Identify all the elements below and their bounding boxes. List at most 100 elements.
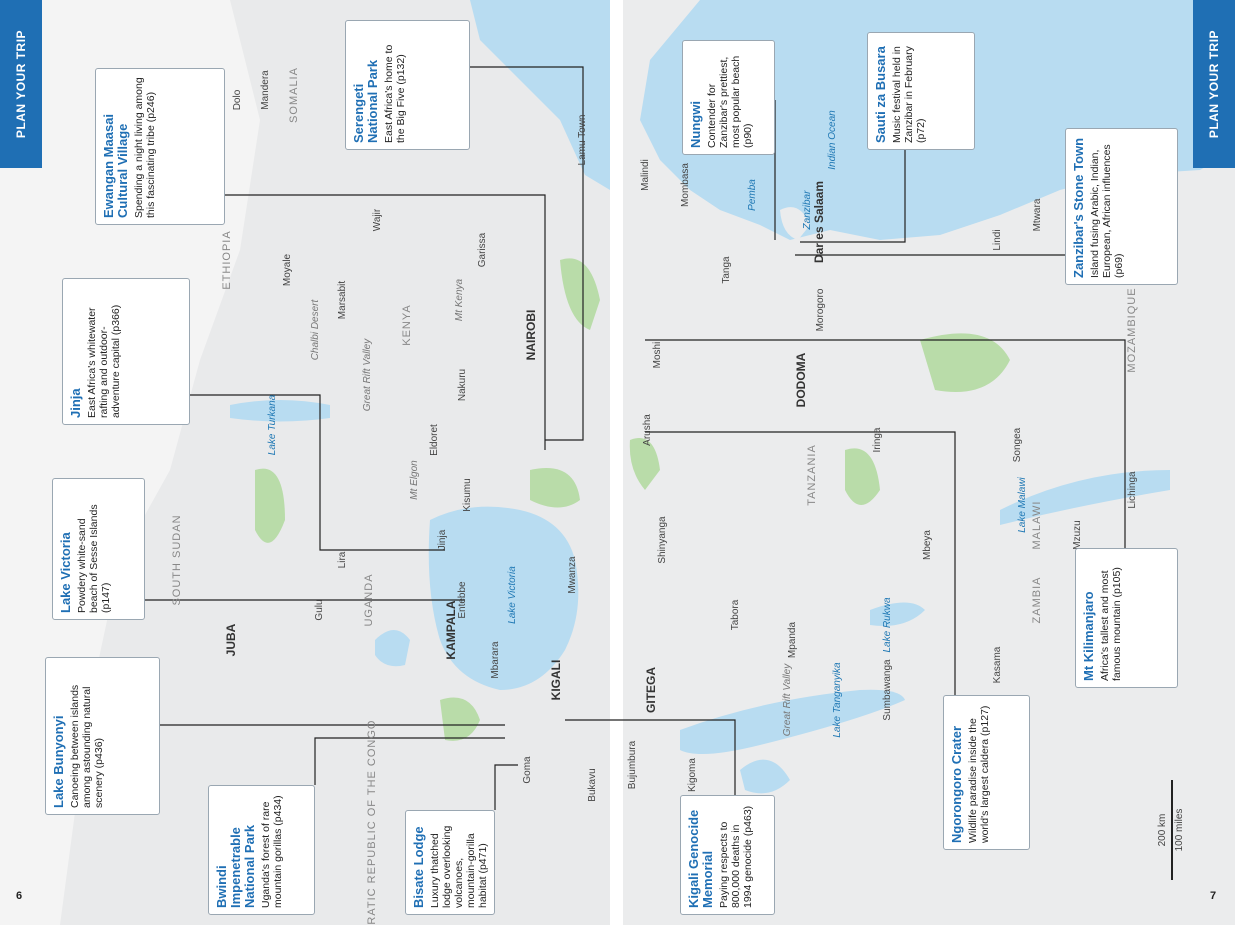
sea xyxy=(470,0,610,190)
lake xyxy=(1000,470,1170,525)
callout-title: Bwindi Impenetrable National Park xyxy=(214,824,257,908)
callout-content: Lake Bunyonyi Canoeing between islands am… xyxy=(46,658,159,814)
leader-line xyxy=(565,719,736,795)
place-label: ZAMBIA xyxy=(1031,577,1043,624)
place-label: Iringa xyxy=(872,427,883,452)
callout: Mt Kilimanjaro Africa's tallest and most … xyxy=(1075,548,1178,688)
callout-title: Nungwi xyxy=(688,101,703,148)
place-label: Marsabit xyxy=(337,281,348,320)
place-label: MOZAMBIQUE xyxy=(1126,287,1138,372)
place-label: Bujumbura xyxy=(627,740,638,789)
leader-line xyxy=(800,150,906,243)
place-label: Kisumu xyxy=(462,478,473,511)
scale-bar: 200 km 100 miles xyxy=(1157,780,1185,880)
lake xyxy=(230,400,330,422)
callout-content: Ngorongoro Crater Wildlife paradise insid… xyxy=(944,696,1029,849)
callout-text: Powdery white-sand beach of Sesse Island… xyxy=(76,504,112,613)
place-label: Goma xyxy=(522,756,533,784)
callout-text: Music festival held in Zanzibar in Febru… xyxy=(891,46,927,143)
park xyxy=(560,258,600,330)
place-label: KENYA xyxy=(401,304,413,345)
callout: Lake Bunyonyi Canoeing between islands am… xyxy=(45,657,160,815)
place-label: Tanga xyxy=(721,256,732,284)
lake xyxy=(870,602,925,626)
lake xyxy=(740,759,790,794)
place-label: Lake Tanganyika xyxy=(832,662,843,738)
place-label: Mtwara xyxy=(1032,198,1043,231)
place-label: Lindi xyxy=(992,229,1003,250)
callout-text: Spending a night living among this fasci… xyxy=(133,77,157,218)
lake xyxy=(375,630,410,667)
place-label: Lake Victoria xyxy=(507,566,518,624)
place-label: Gulu xyxy=(314,599,325,620)
callout-title: Lake Bunyonyi xyxy=(51,715,66,808)
place-label: Sumbawanga xyxy=(882,659,893,721)
callout-title: Bisate Lodge xyxy=(411,826,426,908)
place-label: DEMOCRATIC REPUBLIC OF THE CONGO xyxy=(366,719,378,925)
leader-lines xyxy=(145,66,1126,810)
place-label: Lake Turkana xyxy=(267,394,278,455)
island xyxy=(780,207,810,240)
place-label: Malindi xyxy=(640,159,651,191)
place-label: Shinyanga xyxy=(657,516,668,564)
callout-title: Lake Victoria xyxy=(58,532,73,613)
leader-line xyxy=(470,66,584,441)
callout-content: Bisate Lodge Luxury thatched lodge overlo… xyxy=(406,811,494,914)
place-labels: ETHIOPIA SOMALIA KENYA UGANDA SOUTH SUDAN DEM… xyxy=(171,67,1138,925)
park xyxy=(530,468,580,508)
callout: Bisate Lodge Luxury thatched lodge overlo… xyxy=(405,810,495,915)
callout: Lake Victoria Powdery white-sand beach of… xyxy=(52,478,145,620)
callout-content: Kigali Genocide Memorial Paying respects … xyxy=(681,796,774,914)
place-label: UGANDA xyxy=(363,573,375,626)
callout-title: Serengeti National Park xyxy=(351,59,380,143)
gutter xyxy=(610,0,623,925)
callout-title: Ngorongoro Crater xyxy=(949,726,964,843)
callout-text: Contender for Zanzibar's prettiest, most… xyxy=(706,55,754,148)
place-label: Lichinga xyxy=(1127,471,1138,509)
callout: Zanzibar's Stone Town Island fusing Arabi… xyxy=(1065,128,1178,285)
callout-text: Africa's tallest and most famous mountai… xyxy=(1099,567,1123,681)
place-label: JUBA xyxy=(224,623,238,656)
leader-line xyxy=(314,737,505,785)
section-tab: PLAN YOUR TRIP xyxy=(1193,0,1235,168)
leader-line xyxy=(190,394,445,551)
lake xyxy=(680,689,905,754)
tab-label: PLAN YOUR TRIP xyxy=(1207,29,1221,139)
callout-content: Mt Kilimanjaro Africa's tallest and most … xyxy=(1076,549,1177,687)
place-label: GITEGA xyxy=(644,667,658,713)
callout-title: Zanzibar's Stone Town xyxy=(1071,137,1086,278)
callout-content: Ewangan Maasai Cultural Village Spending … xyxy=(96,69,224,224)
callout: Sauti za Busara Music festival held in Za… xyxy=(867,32,975,150)
place-label: Great Rift Valley xyxy=(782,663,793,736)
place-label: MALAWI xyxy=(1031,501,1043,550)
scale-miles: 100 miles xyxy=(1174,809,1185,852)
place-label: Nakuru xyxy=(457,369,468,401)
callout-content: Jinja East Africa's whitewater rafting an… xyxy=(63,279,189,424)
place-label: Tabora xyxy=(730,599,741,630)
lake xyxy=(428,506,579,690)
place-label: Mandera xyxy=(260,70,271,110)
place-label: Eldoret xyxy=(429,424,440,456)
callout-content: Sauti za Busara Music festival held in Za… xyxy=(868,33,974,149)
place-label: Lake Malawi xyxy=(1017,476,1028,532)
callout-content: Nungwi Contender for Zanzibar's prettiest… xyxy=(683,41,774,154)
callout: Ngorongoro Crater Wildlife paradise insid… xyxy=(943,695,1030,850)
leader-line xyxy=(494,764,518,810)
place-label: Mzuzu xyxy=(1072,520,1083,549)
place-label: Mwanza xyxy=(567,556,578,594)
place-label: Lira xyxy=(337,551,348,568)
leader-line xyxy=(645,431,956,695)
place-label: Great Rift Valley xyxy=(362,338,373,411)
callout-title: Sauti za Busara xyxy=(873,46,888,143)
place-label: Songea xyxy=(1012,427,1023,462)
place-label: SOMALIA xyxy=(288,67,300,123)
place-label: Kasama xyxy=(992,646,1003,683)
park xyxy=(629,438,660,490)
place-label: Moyale xyxy=(282,253,293,286)
callout-text: Paying respects to 800,000 deaths in 199… xyxy=(718,805,754,908)
place-label: Indian Ocean xyxy=(827,110,838,170)
park xyxy=(255,468,285,543)
page-number: 7 xyxy=(1210,890,1217,902)
place-label: Pemba xyxy=(747,179,758,211)
